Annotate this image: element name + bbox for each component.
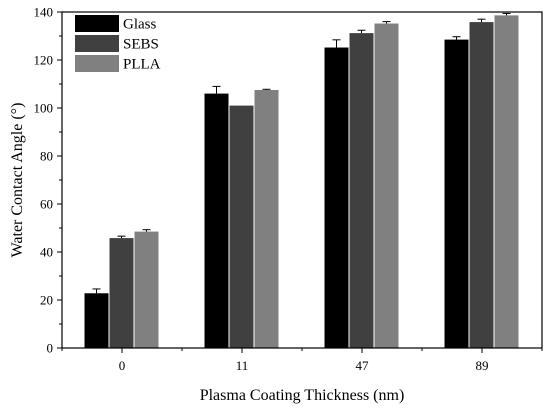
bar-glass-11 (204, 93, 229, 348)
bar-sebs-89 (469, 22, 494, 349)
y-tick-label: 60 (40, 197, 53, 212)
bar-sebs-11 (229, 105, 254, 348)
x-axis-title: Plasma Coating Thickness (nm) (200, 387, 405, 404)
x-tick-label: 89 (476, 358, 489, 373)
error-bars-layer (92, 12, 511, 294)
bar-plla-47 (374, 23, 399, 349)
bar-plla-11 (254, 90, 279, 348)
legend-label-plla: PLLA (123, 57, 161, 73)
legend: Glass SEBS PLLA (75, 15, 161, 73)
legend-swatch-plla (75, 55, 119, 72)
bar-plla-0 (134, 231, 159, 348)
legend-swatch-glass (75, 15, 119, 32)
y-tick-label: 120 (34, 53, 54, 68)
x-tick-label: 0 (119, 358, 126, 373)
bar-sebs-47 (349, 33, 374, 349)
bar-glass-89 (444, 39, 469, 348)
y-tick-label: 20 (40, 293, 53, 308)
y-tick-label: 0 (47, 341, 54, 356)
y-axis-title: Water Contact Angle (°) (9, 103, 26, 258)
x-tick-label: 47 (356, 358, 370, 373)
y-tick-label: 40 (40, 245, 53, 260)
bar-glass-47 (324, 47, 349, 349)
y-tick-label: 100 (34, 101, 54, 116)
bar-sebs-0 (109, 238, 134, 348)
y-tick-label: 140 (34, 5, 54, 20)
y-tick-label: 80 (40, 149, 53, 164)
legend-label-sebs: SEBS (123, 37, 159, 53)
bar-plla-89 (494, 15, 519, 349)
x-axis: 0 11 47 89 (61, 348, 543, 373)
y-axis: 0 20 40 60 80 100 120 140 (34, 5, 62, 356)
legend-swatch-sebs (75, 35, 119, 52)
legend-label-glass: Glass (123, 17, 156, 33)
bars-layer (84, 15, 519, 349)
bar-glass-0 (84, 293, 109, 348)
x-tick-label: 11 (236, 358, 249, 373)
